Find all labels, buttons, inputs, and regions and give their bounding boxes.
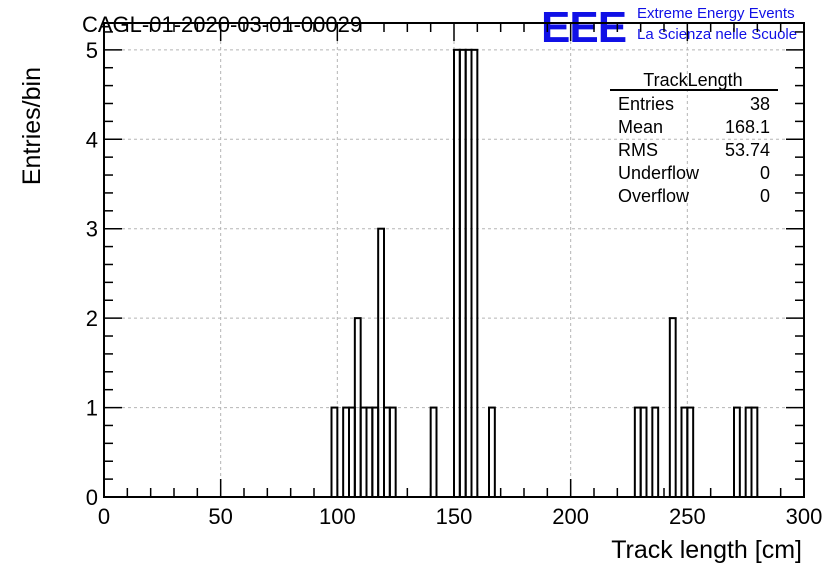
y-tick-label: 4 [86, 127, 98, 152]
plot-frame [103, 22, 805, 498]
stats-label-underflow: Underflow [618, 163, 700, 183]
x-tick-label: 50 [208, 504, 232, 529]
histogram-bar [470, 48, 479, 498]
stats-label-entries: Entries [618, 94, 674, 114]
stats-value-overflow: 0 [760, 186, 770, 206]
y-tick-label: 1 [86, 396, 98, 421]
eee-logo-line2: La Scienza nelle Scuole [637, 26, 797, 43]
stats-label-overflow: Overflow [618, 186, 690, 206]
histogram-bar [488, 406, 496, 498]
stats-label-mean: Mean [618, 117, 663, 137]
x-tick-label: 300 [786, 504, 823, 529]
histogram-bars [330, 48, 759, 498]
stats-value-mean: 168.1 [725, 117, 770, 137]
stats-header: TrackLength [643, 70, 742, 90]
x-tick-label: 0 [98, 504, 110, 529]
x-tick-label: 250 [669, 504, 706, 529]
x-tick-label: 150 [436, 504, 473, 529]
histogram-bar [388, 406, 397, 498]
stats-value-entries: 38 [750, 94, 770, 114]
histogram-bar [651, 406, 660, 498]
y-axis-label: Entries/bin [18, 67, 46, 185]
chart-title: CAGL-01-2020-03-01-00029 [82, 12, 362, 37]
stats-box: TrackLength Entries 38 Mean 168.1 RMS 53… [610, 70, 778, 206]
histogram-bar [639, 406, 648, 498]
y-tick-label: 3 [86, 217, 98, 242]
x-tick-label: 100 [319, 504, 356, 529]
histogram-bar [668, 317, 677, 498]
eee-logo-mark: EEE [541, 3, 626, 52]
x-axis-label: Track length [cm] [611, 536, 802, 564]
histogram-bar [429, 406, 438, 498]
x-tick-label: 200 [552, 504, 589, 529]
axis-ticks [103, 23, 805, 498]
histogram-bar [330, 406, 339, 498]
y-tick-label: 2 [86, 306, 98, 331]
histogram-bar [733, 406, 741, 498]
stats-value-underflow: 0 [760, 163, 770, 183]
stats-value-rms: 53.74 [725, 140, 770, 160]
eee-logo-line1: Extreme Energy Events [637, 5, 795, 22]
histogram-bar [686, 406, 695, 498]
y-tick-label: 5 [86, 38, 98, 63]
y-tick-label: 0 [86, 485, 98, 510]
stats-label-rms: RMS [618, 140, 658, 160]
tick-labels: 0 50 100 150 200 250 300 0 1 2 3 4 5 [86, 38, 823, 529]
histogram-bar [750, 406, 759, 498]
